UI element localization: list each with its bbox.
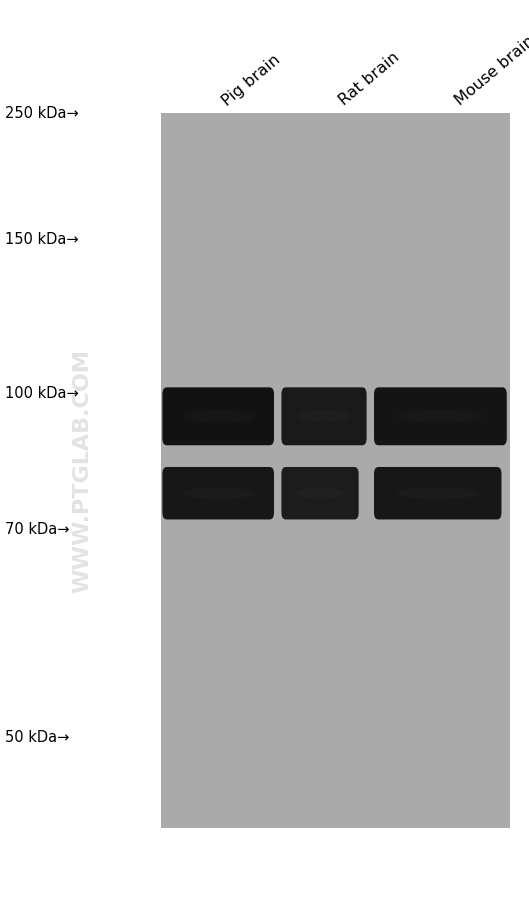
Text: WWW.PTGLAB.COM: WWW.PTGLAB.COM xyxy=(72,348,92,593)
Ellipse shape xyxy=(396,488,479,499)
FancyBboxPatch shape xyxy=(281,387,367,445)
Ellipse shape xyxy=(297,410,351,423)
Text: 250 kDa→: 250 kDa→ xyxy=(5,106,79,120)
Ellipse shape xyxy=(182,488,254,499)
FancyBboxPatch shape xyxy=(162,467,274,519)
Ellipse shape xyxy=(182,410,254,423)
Text: Rat brain: Rat brain xyxy=(336,50,402,109)
FancyBboxPatch shape xyxy=(161,113,510,828)
Text: Pig brain: Pig brain xyxy=(220,52,284,109)
Ellipse shape xyxy=(296,488,344,499)
Text: 100 kDa→: 100 kDa→ xyxy=(5,386,79,401)
Text: 50 kDa→: 50 kDa→ xyxy=(5,730,70,745)
FancyBboxPatch shape xyxy=(374,387,507,445)
Text: 70 kDa→: 70 kDa→ xyxy=(5,522,70,537)
Text: Mouse brain: Mouse brain xyxy=(452,33,529,109)
Text: 150 kDa→: 150 kDa→ xyxy=(5,233,79,247)
FancyBboxPatch shape xyxy=(374,467,501,519)
FancyBboxPatch shape xyxy=(162,387,274,445)
Ellipse shape xyxy=(397,410,484,423)
FancyBboxPatch shape xyxy=(281,467,359,519)
